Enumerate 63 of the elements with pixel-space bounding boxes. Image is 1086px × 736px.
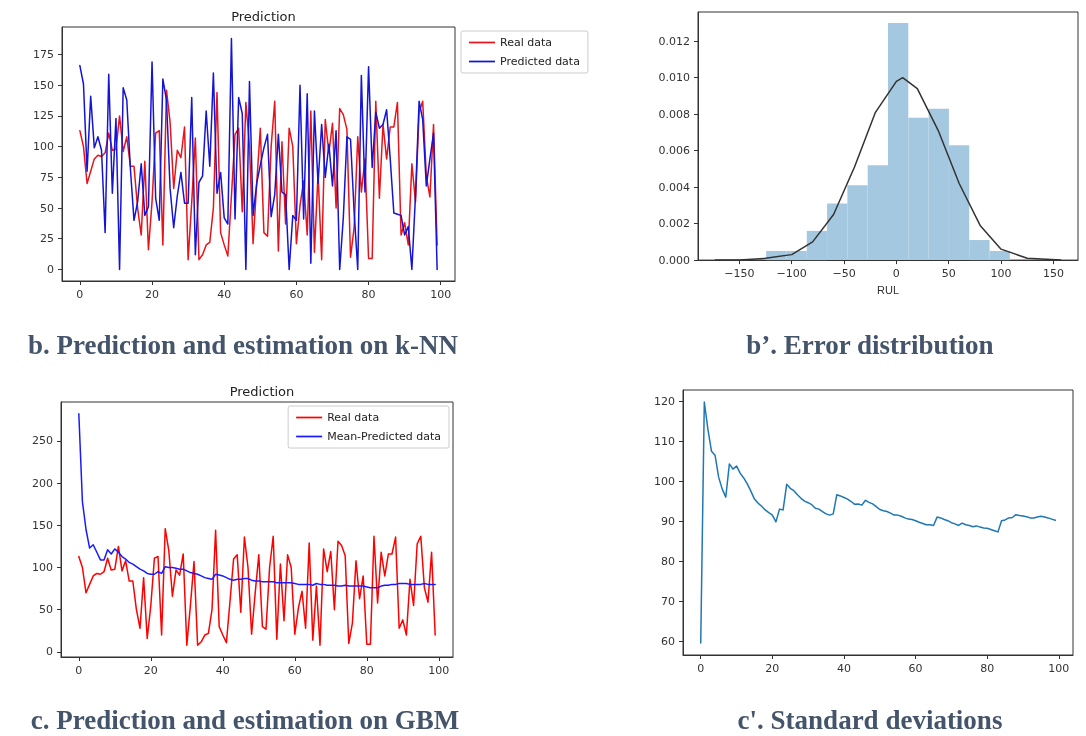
y-tick-label: 60 <box>661 634 675 648</box>
x-tick-label: 60 <box>289 288 304 301</box>
y-tick-label: 50 <box>40 201 54 215</box>
x-tick-label: 80 <box>359 664 374 677</box>
y-tick-label: 150 <box>33 78 54 92</box>
x-tick-label: 20 <box>145 288 160 301</box>
x-tick-label: −100 <box>776 267 807 281</box>
y-tick-label: 25 <box>40 232 54 246</box>
x-tick-label: 100 <box>428 664 450 677</box>
y-tick-label: 250 <box>32 434 53 448</box>
y-tick-label: 0.012 <box>658 34 690 48</box>
text: b’. Error distribution <box>746 330 994 361</box>
legend-label: Mean-Predicted data <box>327 430 442 443</box>
y-tick-label: 80 <box>661 554 675 568</box>
chart-title: Prediction <box>231 9 296 24</box>
y-tick-label: 0.002 <box>658 217 690 231</box>
y-tick-label: 0 <box>46 645 53 659</box>
y-tick-label: 70 <box>661 594 675 608</box>
text: c. Prediction and estimation on GBM <box>30 705 460 736</box>
x-tick-label: 0 <box>892 267 900 281</box>
x-tick-label: 100 <box>1048 662 1070 675</box>
y-tick-label: 200 <box>32 476 53 490</box>
x-tick-label: 100 <box>430 288 452 301</box>
x-tick-label: 20 <box>765 662 780 675</box>
x-tick-label: 40 <box>836 662 851 675</box>
y-tick-label: 50 <box>39 603 53 617</box>
y-tick-label: 120 <box>654 394 675 408</box>
y-tick-label: 150 <box>32 518 53 532</box>
y-tick-label: 0.000 <box>658 253 690 267</box>
x-tick-label: 150 <box>1042 267 1064 281</box>
legend-label: Predicted data <box>500 55 580 68</box>
x-tick-label: 0 <box>75 664 83 677</box>
chart-title: Prediction <box>229 384 295 399</box>
y-tick-label: 100 <box>32 561 53 574</box>
y-tick-label: 75 <box>40 170 54 184</box>
y-tick-label: 175 <box>33 48 54 62</box>
x-tick-label: 80 <box>361 288 376 301</box>
y-tick-label: 125 <box>33 109 54 123</box>
y-tick-label: 100 <box>33 140 54 154</box>
x-tick-label: 60 <box>908 662 923 675</box>
legend-label: Real data <box>500 36 552 49</box>
x-tick-label: 40 <box>215 664 230 677</box>
y-tick-label: 0.010 <box>658 71 690 85</box>
y-tick-label: 100 <box>654 474 675 488</box>
y-tick-label: 0.006 <box>658 144 690 158</box>
y-tick-label: 90 <box>661 514 675 528</box>
text: c'. Standard deviations <box>737 705 1003 736</box>
x-tick-label: −150 <box>724 267 755 281</box>
y-tick-label: 0.008 <box>658 107 690 121</box>
x-tick-label: 0 <box>697 662 705 675</box>
x-tick-label: −50 <box>832 267 856 281</box>
text: b. Prediction and estimation on k-NN <box>27 330 459 361</box>
x-axis-title: RUL <box>876 283 900 296</box>
x-tick-label: 40 <box>217 288 232 301</box>
y-tick-label: 0.004 <box>658 180 690 194</box>
x-tick-label: 80 <box>980 662 995 675</box>
x-tick-label: 60 <box>287 664 302 677</box>
y-tick-label: 110 <box>654 434 675 448</box>
x-tick-label: 50 <box>941 267 956 281</box>
x-tick-label: 0 <box>76 288 84 301</box>
x-tick-label: 100 <box>990 267 1012 281</box>
x-tick-label: 20 <box>143 664 158 677</box>
legend-label: Real data <box>327 411 380 424</box>
